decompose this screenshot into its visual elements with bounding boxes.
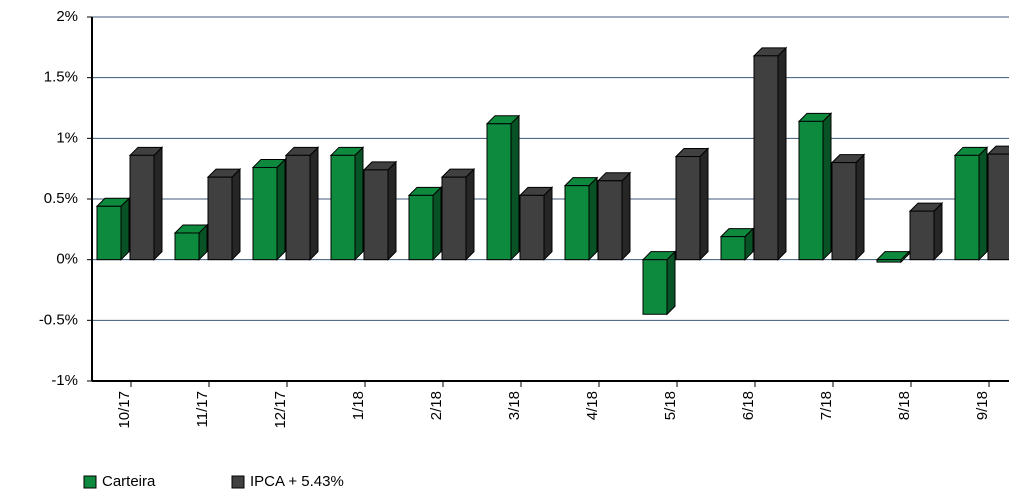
y-tick-label: -0.5% (39, 311, 78, 328)
bar-side (465, 167, 475, 261)
x-tick-label: 4/18 (584, 391, 601, 420)
bar (909, 210, 935, 261)
bar-side (777, 46, 787, 261)
bar (330, 154, 356, 261)
x-tick-label: 8/18 (896, 391, 913, 420)
x-tick-label: 10/17 (116, 391, 133, 429)
x-tick-label: 5/18 (662, 391, 679, 420)
x-tick-label: 6/18 (740, 391, 757, 420)
legend: Carteira IPCA + 5.43% (83, 473, 344, 489)
bar (207, 176, 233, 261)
legend-label: Carteira (102, 473, 156, 489)
bar-side (231, 167, 241, 261)
bar-side (309, 146, 319, 261)
x-tick-label: 7/18 (818, 391, 835, 420)
bar-side (621, 171, 631, 261)
bar-side (120, 197, 130, 261)
x-tick-label: 12/17 (272, 391, 289, 429)
bar-side (387, 160, 397, 261)
bar (174, 232, 200, 261)
bar (486, 123, 512, 261)
bar-side (354, 146, 364, 261)
bar (798, 120, 824, 261)
bar-side (978, 146, 988, 261)
bar (285, 154, 311, 261)
bar (987, 153, 1009, 261)
bar (519, 194, 545, 261)
bar (441, 176, 467, 261)
x-tick-label: 11/17 (194, 391, 211, 427)
bar (642, 259, 668, 315)
bar (831, 162, 857, 261)
y-tick-label: 1.5% (44, 69, 78, 86)
bar (96, 205, 122, 261)
bar-side (510, 114, 520, 261)
bar (597, 180, 623, 261)
bar (129, 154, 155, 261)
x-tick-label: 1/18 (350, 391, 367, 420)
bar-side (699, 147, 709, 261)
bar (954, 154, 980, 261)
legend-swatch (83, 475, 97, 489)
x-tick-label: 9/18 (974, 391, 991, 420)
bar-side (432, 186, 442, 261)
bar-side (822, 112, 832, 261)
bar (408, 194, 434, 261)
bar-side (588, 176, 598, 261)
legend-swatch (231, 475, 245, 489)
y-tick-label: 2% (56, 8, 78, 25)
bar (363, 169, 389, 261)
bar-side (543, 186, 553, 261)
bar (252, 166, 278, 261)
bar-side (855, 153, 865, 261)
bar-side (666, 250, 676, 316)
bar (720, 236, 746, 261)
x-tick-label: 2/18 (428, 391, 445, 420)
bar (564, 185, 590, 261)
bar (675, 156, 701, 261)
bar-side (276, 158, 286, 261)
x-tick-label: 3/18 (506, 391, 523, 420)
y-tick-label: -1% (51, 372, 78, 389)
bar-top (986, 145, 1009, 155)
y-tick-label: 0.5% (44, 190, 78, 207)
legend-label: IPCA + 5.43% (250, 473, 344, 489)
y-tick-label: 1% (56, 129, 78, 146)
y-tick-label: 0% (56, 251, 78, 268)
bar (876, 259, 902, 263)
bar-side (153, 146, 163, 261)
bar (753, 55, 779, 261)
bar-side (933, 201, 943, 261)
